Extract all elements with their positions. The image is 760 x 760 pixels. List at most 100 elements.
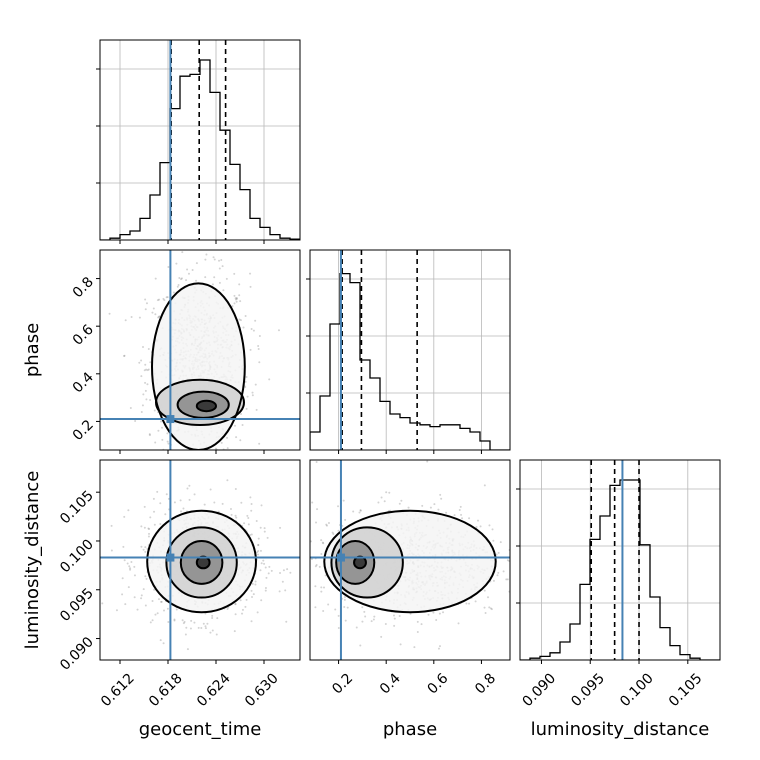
sample-point bbox=[442, 611, 445, 614]
sample-point bbox=[158, 315, 161, 318]
contour-line-phase_vs_geocent_time-0 bbox=[195, 399, 217, 413]
sample-point bbox=[145, 398, 148, 401]
sample-point bbox=[250, 509, 253, 512]
sample-point bbox=[115, 609, 118, 612]
sample-point bbox=[264, 586, 267, 589]
sample-point bbox=[227, 454, 229, 456]
sample-point bbox=[138, 316, 141, 319]
sample-point bbox=[221, 502, 224, 505]
panel-frame-luminosity_distance_vs_geocent_time bbox=[99, 459, 301, 661]
sample-point bbox=[267, 457, 269, 459]
sample-point bbox=[265, 576, 268, 579]
sample-point bbox=[235, 296, 238, 299]
sample-point bbox=[144, 604, 147, 607]
sample-point bbox=[241, 608, 244, 611]
sample-point bbox=[110, 524, 113, 527]
y-tick-label-luminosity_distance-1: 0.095 bbox=[57, 585, 97, 625]
sample-point bbox=[522, 608, 524, 610]
sample-point bbox=[521, 583, 523, 585]
sample-point bbox=[413, 646, 416, 649]
sample-point bbox=[134, 419, 137, 422]
sample-point bbox=[259, 526, 262, 529]
sample-point bbox=[320, 586, 323, 589]
x-tick-label-geocent_time-3: 0.630 bbox=[242, 670, 282, 710]
sample-point bbox=[295, 517, 297, 519]
sample-point bbox=[427, 613, 430, 616]
sample-point bbox=[268, 565, 271, 568]
sample-point bbox=[209, 631, 212, 634]
sample-point bbox=[314, 565, 317, 568]
sample-point bbox=[440, 497, 443, 500]
sample-point bbox=[327, 522, 330, 525]
sample-point bbox=[380, 496, 383, 499]
sample-point bbox=[128, 565, 131, 568]
x-tick-label-phase-2: 0.6 bbox=[424, 670, 451, 697]
x-tick-label-phase-3: 0.8 bbox=[472, 670, 499, 697]
sample-point bbox=[257, 544, 260, 547]
sample-point bbox=[527, 540, 529, 542]
sample-point bbox=[254, 580, 257, 583]
sample-point bbox=[247, 516, 250, 519]
sample-point bbox=[154, 613, 157, 616]
sample-point bbox=[314, 585, 317, 588]
sample-point bbox=[438, 645, 441, 648]
sample-point bbox=[322, 542, 325, 545]
sample-point bbox=[453, 514, 456, 517]
sample-point bbox=[144, 575, 147, 578]
sample-point bbox=[156, 490, 159, 493]
sample-point bbox=[231, 305, 234, 308]
sample-point bbox=[152, 497, 155, 500]
sample-point bbox=[213, 276, 216, 279]
sample-point bbox=[437, 508, 440, 511]
sample-point bbox=[249, 272, 252, 275]
sample-point bbox=[483, 589, 486, 592]
sample-point bbox=[145, 302, 148, 305]
hist-frame-phase bbox=[309, 249, 511, 451]
sample-point bbox=[279, 572, 282, 575]
sample-point bbox=[143, 526, 146, 529]
sample-point bbox=[234, 613, 237, 616]
y-tick-label-luminosity_distance-3: 0.105 bbox=[57, 488, 97, 528]
sample-point bbox=[167, 442, 170, 445]
sample-point bbox=[235, 436, 238, 439]
sample-point bbox=[250, 533, 253, 536]
sample-point bbox=[355, 626, 358, 629]
sample-point bbox=[277, 598, 279, 600]
x-axis-label-luminosity-distance: luminosity_distance bbox=[531, 719, 710, 740]
sample-point bbox=[202, 622, 205, 625]
sample-point bbox=[257, 537, 260, 540]
sample-point bbox=[525, 536, 527, 538]
sample-point bbox=[182, 622, 185, 625]
panel-2d-phase_vs_geocent_time bbox=[100, 250, 300, 459]
sample-point bbox=[432, 611, 435, 614]
contour-line-luminosity_distance_vs_phase-2 bbox=[330, 526, 404, 599]
sample-point bbox=[238, 294, 241, 297]
sample-point bbox=[238, 283, 241, 286]
sample-point bbox=[438, 612, 441, 615]
sample-point bbox=[488, 524, 491, 527]
sample-point bbox=[266, 536, 269, 539]
sample-point bbox=[161, 452, 163, 454]
sample-point bbox=[521, 532, 523, 534]
sample-point bbox=[239, 599, 242, 602]
sample-point bbox=[148, 434, 151, 437]
sample-point bbox=[213, 501, 216, 504]
sample-point bbox=[144, 308, 147, 311]
sample-point bbox=[475, 525, 478, 528]
sample-point bbox=[152, 307, 155, 310]
sample-point bbox=[191, 269, 194, 272]
sample-point bbox=[161, 438, 164, 441]
sample-point bbox=[239, 300, 242, 303]
sample-point bbox=[240, 413, 243, 416]
sample-point bbox=[161, 426, 164, 429]
hist-frame-geocent_time bbox=[99, 39, 301, 241]
sample-point bbox=[243, 522, 246, 525]
sample-point bbox=[490, 608, 493, 611]
sample-point bbox=[416, 630, 419, 633]
x-tick-label-geocent_time-1: 0.618 bbox=[146, 670, 186, 710]
sample-point bbox=[173, 501, 176, 504]
sample-point bbox=[178, 277, 181, 280]
sample-point bbox=[246, 514, 249, 517]
sample-point bbox=[502, 570, 505, 573]
